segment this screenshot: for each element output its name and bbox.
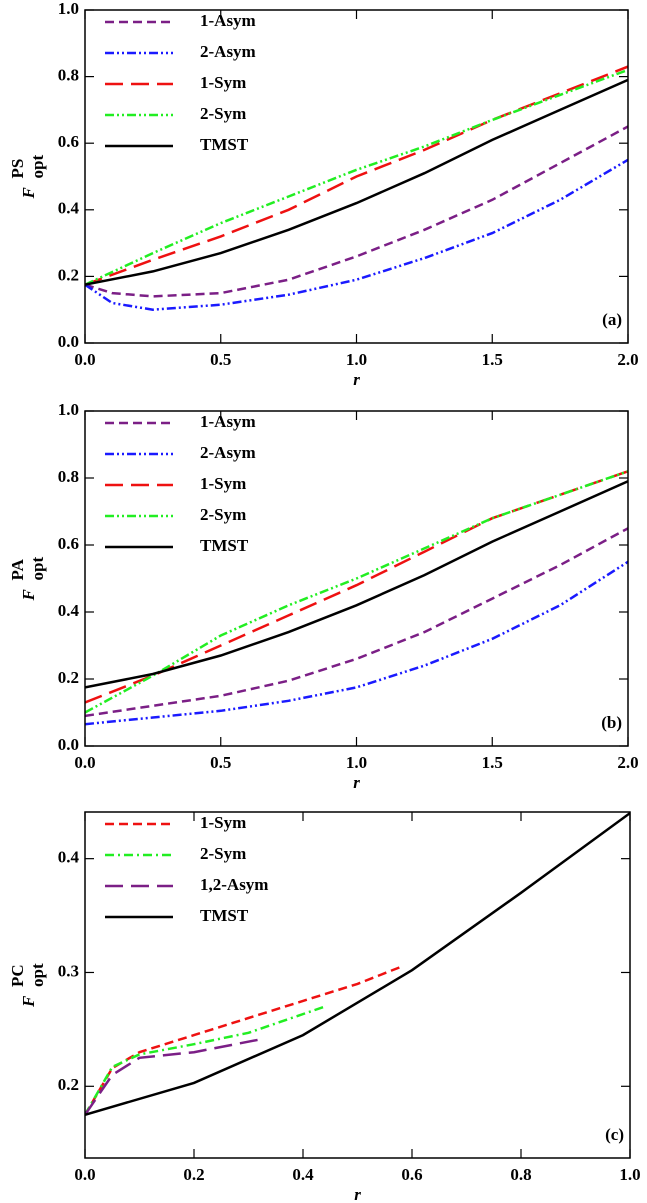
y-tick-label: 0.2: [58, 1075, 79, 1094]
y-axis-label-sub: opt: [28, 557, 47, 581]
y-axis-label-main: F: [19, 187, 38, 200]
y-axis-label-sub: opt: [28, 155, 47, 179]
series-line: [85, 1005, 326, 1116]
x-tick-label: 0.0: [74, 1165, 95, 1184]
legend-label: TMST: [200, 906, 249, 925]
panel-label: (c): [605, 1125, 624, 1144]
x-tick-label: 0.6: [401, 1165, 422, 1184]
y-axis-label-sup: PC: [8, 964, 27, 987]
y-tick-label: 0.0: [58, 332, 79, 351]
x-tick-label: 1.0: [346, 753, 367, 772]
series-line: [85, 65, 628, 286]
x-tick-label: 0.2: [183, 1165, 204, 1184]
x-tick-label: 1.0: [619, 1165, 640, 1184]
legend-label: 2-Sym: [200, 104, 246, 123]
x-tick-label: 1.0: [346, 350, 367, 369]
legend-label: 2-Sym: [200, 505, 246, 524]
legend-label: 1-Sym: [200, 73, 246, 92]
legend-label: 2-Asym: [200, 443, 256, 462]
x-axis-label: r: [353, 370, 360, 389]
series-line: [85, 965, 402, 1116]
y-axis-label: F PC opt: [8, 963, 47, 1008]
y-axis-label-sup: PA: [8, 558, 27, 580]
x-tick-label: 1.5: [482, 350, 503, 369]
legend-label: 1-Sym: [200, 813, 246, 832]
x-tick-label: 1.5: [482, 753, 503, 772]
x-tick-label: 0.5: [210, 753, 231, 772]
x-axis-label: r: [354, 1185, 361, 1203]
y-tick-label: 0.3: [58, 961, 79, 980]
y-tick-label: 1.0: [58, 0, 79, 18]
y-axis-label-main: F: [19, 589, 38, 602]
y-axis-label: F PA opt: [8, 557, 47, 602]
y-axis-label-sub: opt: [28, 963, 47, 987]
series-line: [85, 78, 628, 286]
legend-label: 2-Sym: [200, 844, 246, 863]
panel: 0.0 0.2 0.4 0.6 0.8 1.0 0.2 0.3 0.4 1-Sym 2-Sym 1,2…: [8, 811, 641, 1203]
legend-label: 1,2-Asym: [200, 875, 268, 894]
legend-label: 1-Asym: [200, 11, 256, 30]
y-tick-label: 0.2: [58, 265, 79, 284]
series-line: [85, 125, 628, 298]
x-tick-label: 0.0: [74, 753, 95, 772]
x-tick-label: 2.0: [617, 350, 638, 369]
y-tick-label: 0.6: [58, 534, 79, 553]
panel: 0.0 0.5 1.0 1.5 2.0 0.0 0.2 0.4 0.6 0.8 1.0 1-Asym 2…: [8, 400, 639, 792]
series-line: [85, 812, 630, 1116]
x-tick-label: 0.0: [74, 350, 95, 369]
y-tick-label: 0.8: [58, 66, 79, 85]
y-tick-label: 0.0: [58, 735, 79, 754]
panel-label: (a): [602, 310, 622, 329]
x-tick-label: 0.8: [510, 1165, 531, 1184]
series-line: [85, 470, 628, 704]
y-tick-label: 0.6: [58, 132, 79, 151]
series-line: [85, 480, 628, 689]
series-line: [85, 1037, 266, 1116]
x-axis-label: r: [353, 773, 360, 792]
y-tick-label: 0.4: [58, 199, 80, 218]
y-axis-label-main: F: [19, 995, 38, 1008]
series-line: [85, 560, 628, 726]
series-line: [85, 470, 628, 714]
series-line: [85, 68, 628, 286]
plot-frame: [84, 9, 629, 344]
legend-label: TMST: [200, 536, 249, 555]
x-tick-label: 0.4: [292, 1165, 314, 1184]
plot-frame: [84, 811, 631, 1159]
x-tick-label: 0.5: [210, 350, 231, 369]
y-tick-label: 0.8: [58, 467, 79, 486]
y-tick-label: 0.4: [58, 848, 80, 867]
x-tick-label: 2.0: [617, 753, 638, 772]
y-tick-label: 0.2: [58, 668, 79, 687]
legend-label: 1-Sym: [200, 474, 246, 493]
panel: 0.0 0.5 1.0 1.5 2.0 0.0 0.2 0.4 0.6 0.8 1.0 1-Asym 2…: [8, 0, 639, 389]
y-axis-label-sup: PS: [8, 159, 27, 179]
legend-label: 1-Asym: [200, 412, 256, 431]
plot-frame: [84, 410, 629, 747]
panel-label: (b): [601, 713, 622, 732]
y-tick-label: 0.4: [58, 601, 80, 620]
legend-label: 2-Asym: [200, 42, 256, 61]
y-axis-label: F PS opt: [8, 155, 47, 200]
legend-label: TMST: [200, 135, 249, 154]
series-line: [85, 158, 628, 311]
y-tick-label: 1.0: [58, 400, 79, 419]
series-line: [85, 527, 628, 718]
